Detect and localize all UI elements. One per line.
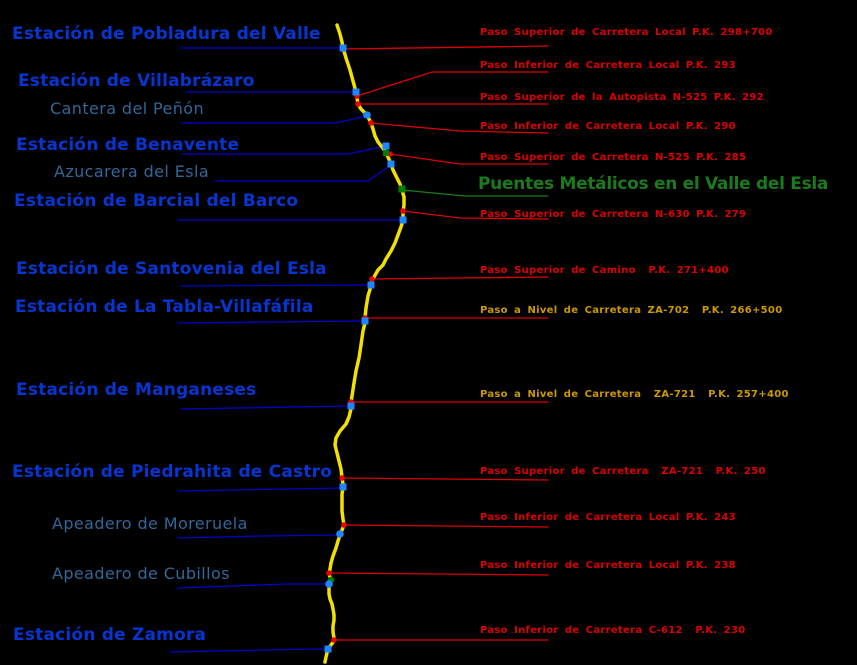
- station-label: Estación de Barcial del Barco: [14, 191, 299, 211]
- level-crossing-label: Paso a Nivel de Carretera ZA-702 P.K. 26…: [480, 305, 783, 316]
- station-marker: [361, 317, 369, 325]
- bridge-leader-line: [401, 189, 549, 197]
- crossing-label: Paso Inferior de Carretera Local P.K. 24…: [480, 512, 736, 523]
- station-marker: [352, 88, 360, 96]
- halt-label: Cantera del Peñón: [50, 99, 205, 118]
- station-label: Estación de Manganeses: [16, 380, 257, 400]
- crossing-marker: [331, 637, 337, 643]
- crossing-leader-line: [343, 45, 549, 50]
- station-leader-line: [177, 487, 344, 492]
- station-leader-line: [177, 534, 341, 539]
- halt-label: Apeadero de Cubillos: [52, 564, 230, 583]
- crossing-marker: [369, 276, 375, 282]
- crossing-marker: [400, 208, 406, 214]
- station-leader-line: [181, 115, 368, 124]
- station-marker: [339, 483, 347, 491]
- crossing-label: Paso Superior de Carretera N-630 P.K. 27…: [480, 209, 747, 220]
- station-label: Estación de Villabrázaro: [18, 71, 255, 91]
- station-leader-line: [180, 284, 372, 287]
- bridge-note-label: Puentes Metálicos en el Valle del Esla: [478, 174, 829, 194]
- crossing-leader-line: [356, 71, 549, 97]
- crossing-marker: [368, 120, 374, 126]
- station-leader-line: [177, 583, 330, 589]
- station-leader-line: [177, 320, 366, 324]
- level-crossing-label: Paso a Nivel de Carretera ZA-721 P.K. 25…: [480, 389, 789, 400]
- crossing-marker: [326, 570, 332, 576]
- crossing-label: Paso Superior de la Autopista N-525 P.K.…: [480, 92, 764, 103]
- station-marker: [387, 160, 395, 168]
- crossing-leader-line: [370, 122, 549, 134]
- station-label: Estación de La Tabla-Villafáfila: [15, 297, 314, 317]
- crossing-marker: [341, 522, 347, 528]
- bridge-marker: [398, 185, 406, 193]
- station-marker: [399, 216, 407, 224]
- station-label: Estación de Piedrahita de Castro: [12, 462, 333, 482]
- crossing-leader-line: [343, 524, 549, 528]
- station-label: Estación de Zamora: [13, 625, 207, 645]
- crossing-leader-line: [341, 477, 549, 481]
- station-marker: [347, 402, 355, 410]
- crossing-label: Paso Inferior de Carretera Local P.K. 23…: [480, 560, 736, 571]
- bridge-marker: [383, 150, 389, 156]
- crossing-label: Paso Superior de Carretera ZA-721 P.K. 2…: [480, 466, 766, 477]
- station-leader-line: [169, 648, 329, 653]
- station-marker: [324, 645, 332, 653]
- station-leader-line: [180, 405, 352, 410]
- crossing-leader-line: [328, 572, 549, 576]
- crossing-label: Paso Superior de Camino P.K. 271+400: [480, 265, 729, 276]
- halt-marker: [336, 530, 344, 538]
- halt-marker: [325, 580, 333, 588]
- crossing-leader-line: [371, 276, 549, 280]
- station-label: Estación de Santovenia del Esla: [16, 259, 327, 279]
- crossing-label: Paso Inferior de Carretera C-612 P.K. 23…: [480, 625, 746, 636]
- halt-label: Azucarera del Esla: [54, 162, 210, 181]
- station-marker: [339, 44, 347, 52]
- crossing-label: Paso Superior de Carretera Local P.K. 29…: [480, 27, 773, 38]
- crossing-marker: [339, 475, 345, 481]
- crossing-label: Paso Inferior de Carretera Local P.K. 29…: [480, 60, 736, 71]
- halt-marker: [363, 111, 371, 119]
- crossing-marker: [355, 101, 361, 107]
- station-marker: [367, 281, 375, 289]
- crossing-label: Paso Superior de Carretera N-525 P.K. 28…: [480, 152, 747, 163]
- station-label: Estación de Pobladura del Valle: [12, 24, 321, 44]
- station-label: Estación de Benavente: [16, 135, 240, 155]
- railway-track: [323, 23, 406, 664]
- crossing-leader-line: [389, 153, 549, 165]
- crossing-leader-line: [402, 210, 549, 220]
- station-leader-line: [181, 145, 387, 155]
- station-marker: [382, 142, 390, 150]
- crossing-label: Paso Inferior de Carretera Local P.K. 29…: [480, 121, 736, 132]
- halt-label: Apeadero de Moreruela: [52, 514, 248, 533]
- station-leader-line: [214, 164, 392, 182]
